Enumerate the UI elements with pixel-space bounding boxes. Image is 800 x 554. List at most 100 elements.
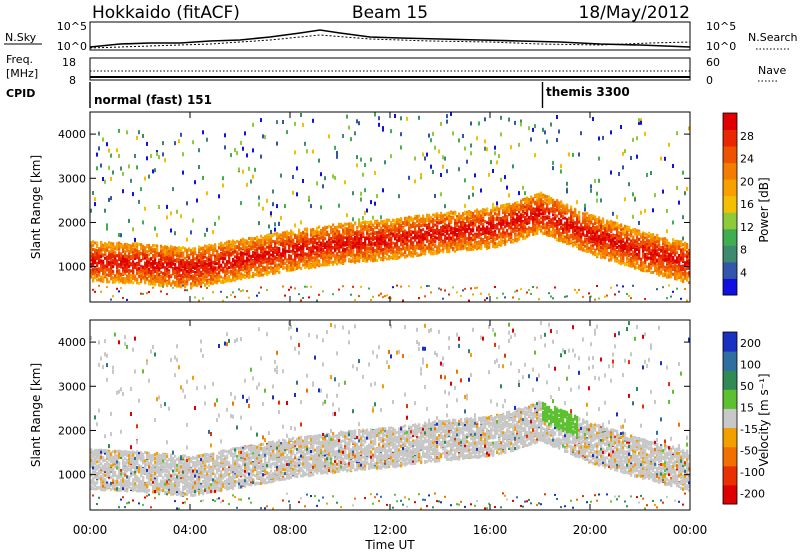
range-gate-cell bbox=[148, 246, 150, 249]
range-gate-cell bbox=[440, 244, 442, 247]
range-gate-cell bbox=[402, 246, 404, 249]
range-gate-cell bbox=[432, 223, 434, 226]
range-gate-cell bbox=[266, 251, 268, 254]
range-gate-cell bbox=[346, 232, 348, 235]
range-gate-cell bbox=[224, 274, 226, 277]
range-gate-cell bbox=[338, 250, 340, 253]
range-gate-cell bbox=[224, 242, 226, 245]
range-gate-cell bbox=[392, 286, 394, 288]
range-gate-cell bbox=[428, 240, 430, 243]
range-gate-cell bbox=[274, 233, 276, 236]
range-gate-cell bbox=[354, 254, 356, 257]
range-gate-cell bbox=[130, 280, 132, 283]
range-gate-cell bbox=[362, 221, 364, 224]
range-gate-cell bbox=[306, 240, 308, 243]
range-gate-cell bbox=[428, 134, 430, 138]
range-gate-cell bbox=[294, 122, 296, 126]
range-gate-cell bbox=[218, 271, 220, 274]
range-gate-cell bbox=[172, 187, 174, 191]
range-gate-cell bbox=[118, 264, 120, 267]
range-gate-cell bbox=[382, 252, 384, 255]
range-gate-cell bbox=[438, 235, 440, 238]
range-gate-cell bbox=[442, 214, 444, 217]
range-gate-cell bbox=[184, 280, 186, 283]
range-gate-cell bbox=[206, 265, 208, 268]
range-gate-cell bbox=[184, 257, 186, 260]
range-gate-cell bbox=[240, 201, 242, 205]
range-gate-cell bbox=[190, 275, 192, 278]
range-gate-cell bbox=[200, 286, 202, 288]
range-gate-cell bbox=[118, 154, 120, 158]
range-gate-cell bbox=[174, 141, 176, 145]
range-gate-cell bbox=[270, 266, 272, 269]
range-gate-cell bbox=[394, 257, 396, 260]
range-gate-cell bbox=[136, 136, 138, 140]
range-gate-cell bbox=[312, 228, 314, 231]
range-gate-cell bbox=[284, 262, 286, 265]
range-gate-cell bbox=[92, 262, 94, 265]
range-gate-cell bbox=[352, 230, 354, 233]
range-gate-cell bbox=[152, 254, 154, 257]
range-gate-cell bbox=[232, 242, 234, 245]
range-gate-cell bbox=[194, 180, 196, 184]
range-gate-cell bbox=[384, 247, 386, 250]
range-gate-cell bbox=[154, 255, 156, 258]
range-gate-cell bbox=[342, 229, 344, 232]
range-gate-cell bbox=[214, 271, 216, 274]
range-gate-cell bbox=[158, 253, 160, 256]
range-gate-cell bbox=[252, 148, 254, 152]
range-gate-cell bbox=[366, 251, 368, 254]
range-gate-cell bbox=[330, 243, 332, 246]
range-gate-cell bbox=[140, 247, 142, 250]
range-gate-cell bbox=[230, 262, 232, 265]
range-gate-cell bbox=[186, 278, 188, 281]
range-gate-cell bbox=[228, 252, 230, 255]
range-gate-cell bbox=[420, 241, 422, 244]
range-gate-cell bbox=[326, 255, 328, 258]
range-gate-cell bbox=[364, 252, 366, 255]
range-gate-cell bbox=[94, 275, 96, 278]
range-gate-cell bbox=[92, 279, 94, 282]
range-gate-cell bbox=[294, 150, 296, 154]
range-gate-cell bbox=[422, 252, 424, 255]
range-gate-cell bbox=[308, 296, 310, 298]
range-gate-cell bbox=[128, 164, 130, 168]
range-gate-cell bbox=[356, 232, 358, 235]
range-gate-cell bbox=[260, 235, 262, 238]
range-gate-cell bbox=[390, 154, 392, 158]
cpid-panel: CPID normal (fast) 151 themis 3300 bbox=[6, 82, 630, 108]
range-gate-cell bbox=[242, 257, 244, 260]
range-gate-cell bbox=[330, 228, 332, 231]
range-gate-cell bbox=[174, 231, 176, 235]
range-gate-cell bbox=[272, 240, 274, 243]
range-gate-cell bbox=[180, 255, 182, 258]
range-gate-cell bbox=[438, 222, 440, 225]
range-gate-cell bbox=[200, 282, 202, 285]
range-gate-cell bbox=[176, 258, 178, 261]
range-gate-cell bbox=[96, 249, 98, 252]
range-gate-cell bbox=[188, 266, 190, 269]
range-gate-cell bbox=[132, 264, 134, 267]
range-gate-cell bbox=[162, 272, 164, 275]
range-gate-cell bbox=[94, 261, 96, 264]
range-gate-cell bbox=[368, 233, 370, 236]
range-gate-cell bbox=[212, 230, 214, 234]
noise-right-tick-bottom: 10^0 bbox=[706, 40, 736, 53]
range-gate-cell bbox=[144, 281, 146, 284]
range-gate-cell bbox=[168, 260, 170, 263]
range-gate-cell bbox=[274, 267, 276, 270]
range-gate-cell bbox=[222, 261, 224, 264]
range-gate-cell bbox=[122, 250, 124, 253]
range-gate-cell bbox=[372, 224, 374, 227]
range-gate-cell bbox=[110, 247, 112, 250]
range-gate-cell bbox=[106, 249, 108, 252]
range-gate-cell bbox=[340, 235, 342, 238]
range-gate-cell bbox=[404, 224, 406, 227]
range-gate-cell bbox=[132, 257, 134, 260]
range-gate-cell bbox=[364, 163, 366, 167]
range-gate-cell bbox=[248, 242, 250, 245]
range-gate-cell bbox=[160, 281, 162, 284]
range-gate-cell bbox=[118, 281, 120, 284]
range-gate-cell bbox=[160, 291, 162, 293]
range-gate-cell bbox=[290, 231, 292, 234]
